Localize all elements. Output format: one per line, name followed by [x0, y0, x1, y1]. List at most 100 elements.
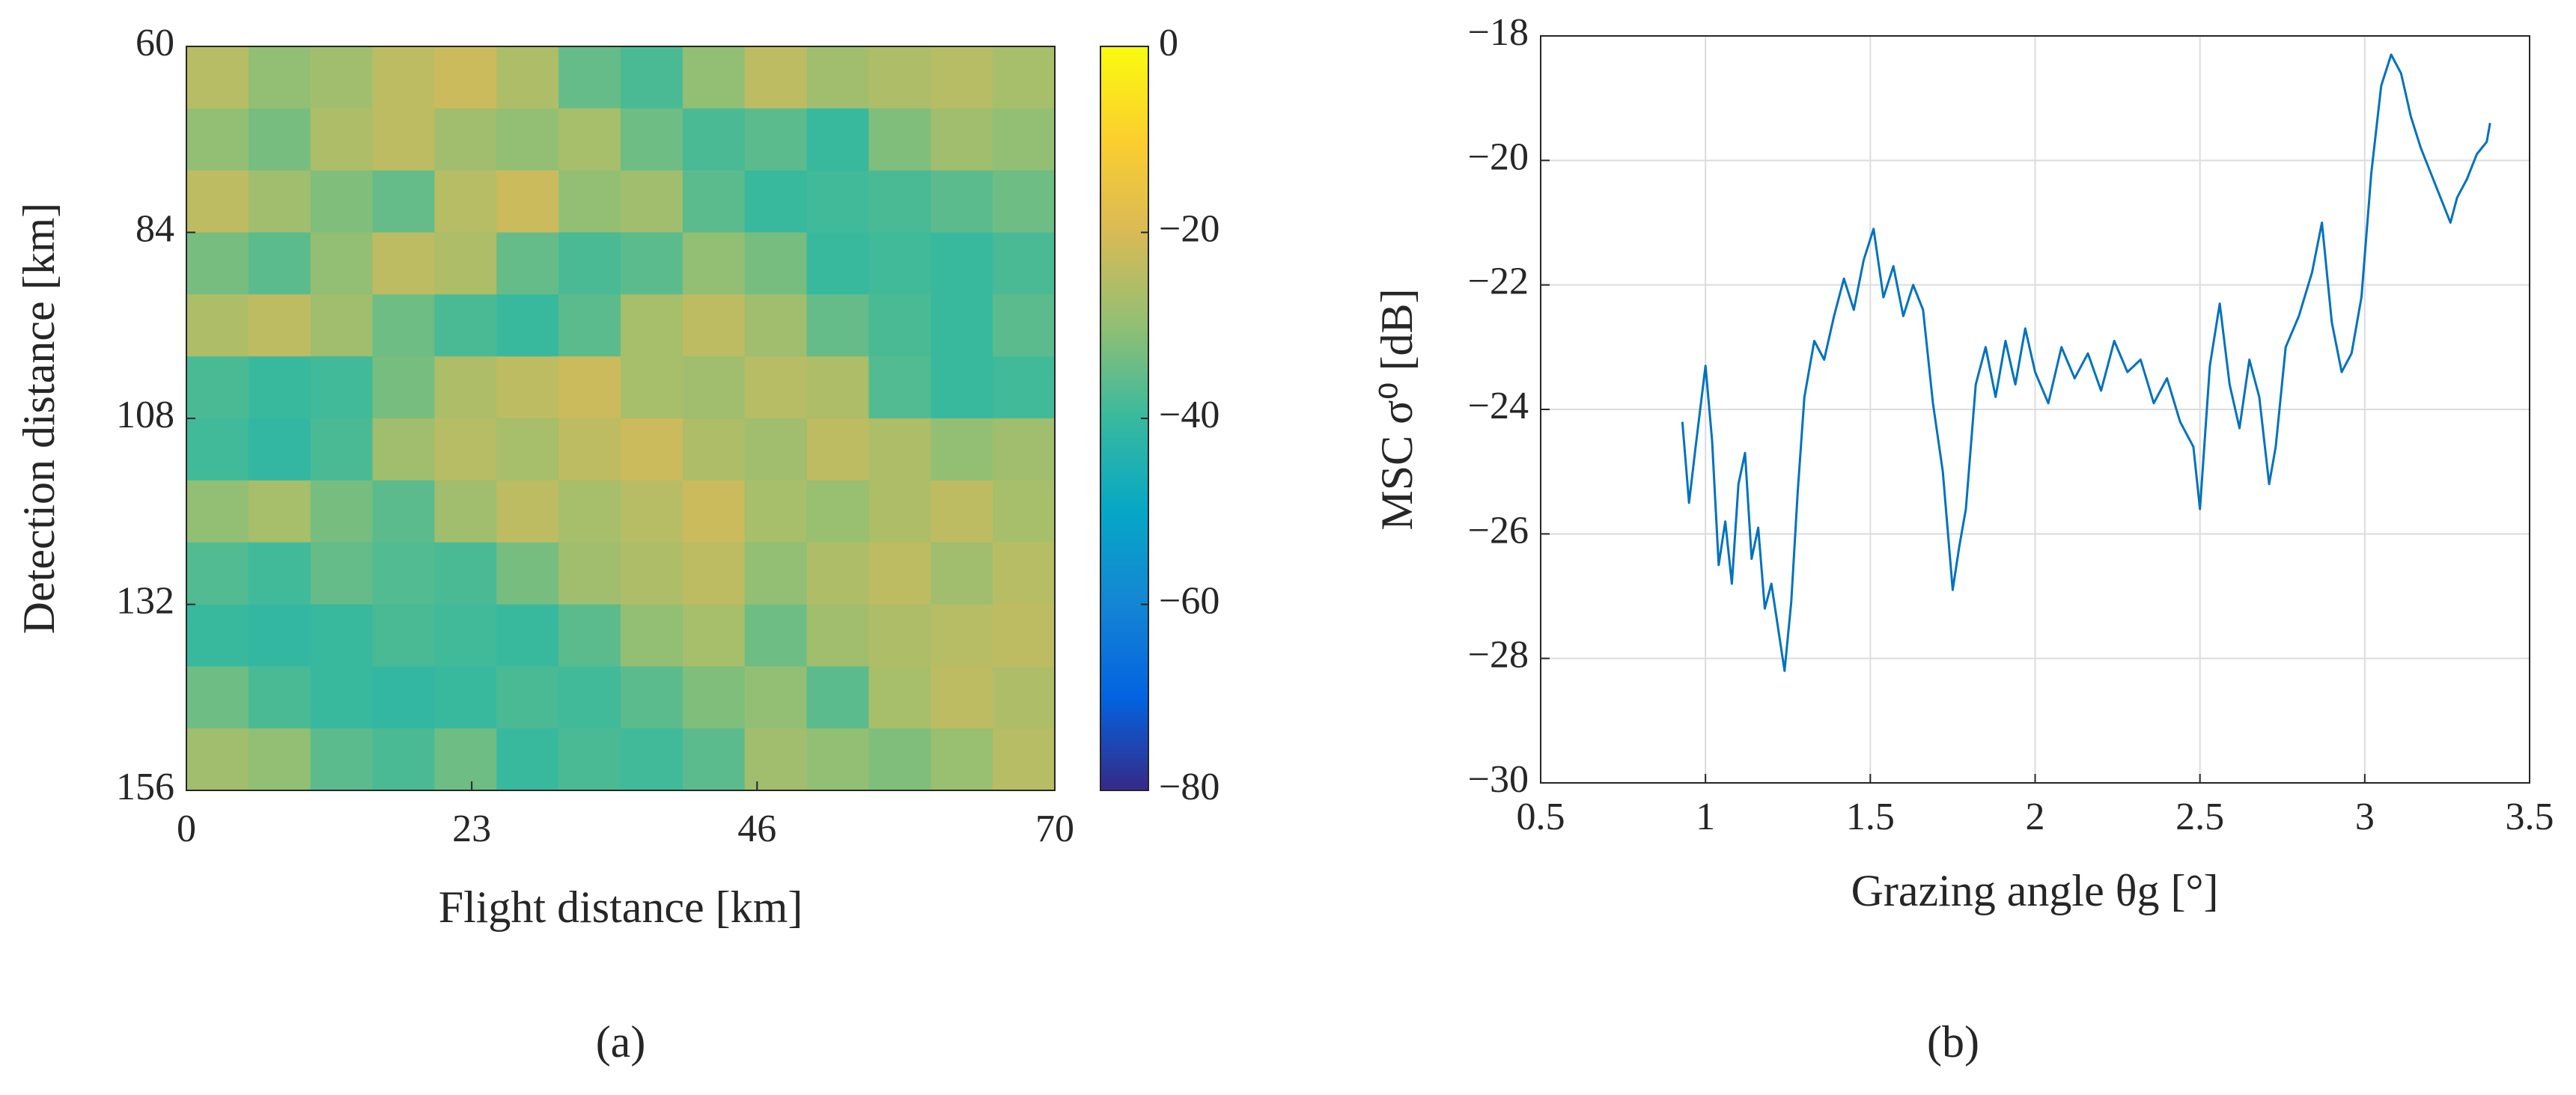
heatmap-cell: [558, 418, 621, 481]
x-tick-label: 46: [737, 808, 776, 850]
heatmap-cell: [496, 666, 559, 729]
y-axis-label: MSC σ⁰ [dB]: [1372, 288, 1422, 530]
heatmap-cell: [186, 728, 249, 791]
heatmap-cell: [310, 108, 374, 171]
heatmap-cell: [621, 294, 683, 357]
heatmap-cell: [558, 542, 621, 606]
heatmap-cell: [682, 604, 746, 667]
heatmap-cell: [682, 294, 746, 357]
heatmap-cell: [806, 480, 870, 543]
heatmap-cell: [806, 418, 870, 481]
heatmap-cell: [310, 46, 374, 109]
heatmap-cell: [744, 46, 808, 109]
heatmap-cell: [806, 108, 870, 171]
heatmap-cell: [186, 480, 249, 543]
heatmap-cell: [868, 170, 931, 234]
heatmap-cell: [621, 356, 683, 419]
y-tick-label: −30: [1468, 758, 1529, 801]
heatmap-cell: [372, 108, 436, 171]
heatmap-cell: [993, 356, 1056, 419]
heatmap-cell: [248, 542, 311, 606]
x-tick-label: 2.5: [2175, 796, 2224, 838]
y-tick-label: 108: [116, 394, 174, 436]
heatmap-cell: [993, 108, 1056, 171]
heatmap-cell: [248, 356, 311, 419]
heatmap-cell: [744, 294, 808, 357]
heatmap-cell: [372, 666, 436, 729]
heatmap-cell: [682, 480, 746, 543]
heatmap-cell: [248, 170, 311, 234]
heatmap-cell: [558, 294, 621, 357]
heatmap-cell: [186, 108, 249, 171]
heatmap-cell: [434, 294, 497, 357]
heatmap-cell: [186, 418, 249, 481]
colorbar-tick-label: −80: [1159, 766, 1220, 808]
heatmap-cell: [806, 728, 870, 791]
colorbar-tick-label: −40: [1159, 394, 1220, 436]
heatmap-cell: [310, 170, 374, 234]
heatmap-cell: [868, 480, 931, 543]
heatmap-cell: [434, 666, 497, 729]
heatmap-cell: [744, 108, 808, 171]
heatmap-cell: [868, 108, 931, 171]
heatmap-cell: [993, 418, 1056, 481]
y-tick-label: −20: [1468, 135, 1529, 178]
heatmap-cell: [434, 604, 497, 667]
heatmap-cell: [372, 728, 436, 791]
heatmap-cell: [496, 170, 559, 234]
y-tick-label: −26: [1468, 509, 1529, 552]
panel-label: (a): [596, 1017, 646, 1067]
heatmap-cell: [496, 294, 559, 357]
heatmap-cell: [931, 418, 993, 481]
y-tick-label: 156: [116, 766, 174, 808]
heatmap-cell: [621, 46, 683, 109]
heatmap-cell: [248, 480, 311, 543]
heatmap-cell: [931, 666, 993, 729]
heatmap-cell: [931, 108, 993, 171]
heatmap-cell: [682, 232, 746, 295]
heatmap-cell: [496, 108, 559, 171]
heatmap-cell: [806, 356, 870, 419]
heatmap-cell: [310, 728, 374, 791]
heatmap-cell: [310, 666, 374, 729]
heatmap-cell: [248, 294, 311, 357]
heatmap-cell: [558, 356, 621, 419]
heatmap-cell: [621, 108, 683, 171]
heatmap-cell: [621, 480, 683, 543]
heatmap-cell: [558, 170, 621, 234]
y-tick-label: −24: [1468, 385, 1529, 427]
heatmap-cell: [806, 46, 870, 109]
heatmap-cell: [806, 170, 870, 234]
heatmap-cell: [248, 604, 311, 667]
heatmap-cell: [248, 728, 311, 791]
heatmap-cell: [434, 356, 497, 419]
y-tick-label: 132: [116, 579, 174, 622]
x-tick-label: 23: [452, 808, 491, 850]
heatmap-cell: [558, 46, 621, 109]
heatmap-cell: [744, 604, 808, 667]
x-tick-label: 3: [2355, 796, 2375, 838]
heatmap-cell: [558, 728, 621, 791]
heatmap-cell: [558, 480, 621, 543]
heatmap-cell: [993, 604, 1056, 667]
x-tick-label: 3.5: [2506, 796, 2554, 838]
x-tick-label: 70: [1035, 808, 1074, 850]
heatmap-cell: [868, 542, 931, 606]
heatmap-cell: [186, 294, 249, 357]
heatmap-cell: [186, 542, 249, 606]
heatmap-cell: [186, 170, 249, 234]
heatmap-cell: [186, 46, 249, 109]
heatmap-cell: [931, 728, 993, 791]
heatmap-cell: [186, 356, 249, 419]
heatmap-cell: [868, 232, 931, 295]
heatmap-cell: [806, 604, 870, 667]
heatmap-cell: [434, 418, 497, 481]
heatmap-cell: [744, 480, 808, 543]
heatmap-cell: [682, 108, 746, 171]
heatmap-cell: [868, 728, 931, 791]
heatmap-cell: [868, 418, 931, 481]
heatmap-cell: [496, 356, 559, 419]
heatmap-cell: [434, 46, 497, 109]
heatmap-cell: [248, 232, 311, 295]
heatmap-cell: [310, 294, 374, 357]
